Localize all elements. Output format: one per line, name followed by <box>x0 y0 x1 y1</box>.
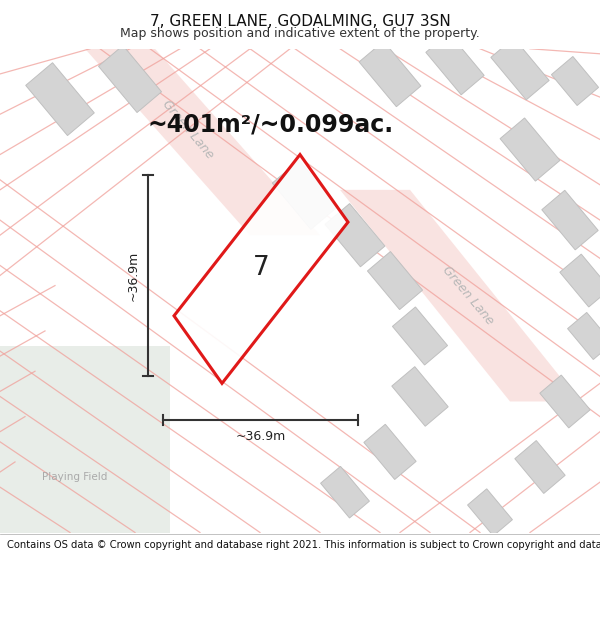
Polygon shape <box>98 46 161 112</box>
Text: ~36.9m: ~36.9m <box>235 430 286 442</box>
Text: 7, GREEN LANE, GODALMING, GU7 3SN: 7, GREEN LANE, GODALMING, GU7 3SN <box>149 14 451 29</box>
Polygon shape <box>426 33 484 95</box>
Polygon shape <box>340 190 580 401</box>
Polygon shape <box>392 307 448 365</box>
Polygon shape <box>26 62 94 136</box>
Polygon shape <box>320 466 370 518</box>
Text: ~36.9m: ~36.9m <box>127 251 140 301</box>
Polygon shape <box>272 161 338 229</box>
Polygon shape <box>491 38 549 100</box>
Text: Green Lane: Green Lane <box>160 98 216 161</box>
Polygon shape <box>568 312 600 359</box>
Polygon shape <box>359 41 421 107</box>
Text: ~401m²/~0.099ac.: ~401m²/~0.099ac. <box>148 112 394 136</box>
Polygon shape <box>325 204 385 267</box>
Polygon shape <box>551 56 599 106</box>
Polygon shape <box>542 190 598 250</box>
Text: Map shows position and indicative extent of the property.: Map shows position and indicative extent… <box>120 27 480 40</box>
Text: 7: 7 <box>253 256 269 281</box>
Polygon shape <box>364 424 416 479</box>
Polygon shape <box>0 346 170 532</box>
Text: Playing Field: Playing Field <box>43 472 107 482</box>
Polygon shape <box>560 254 600 307</box>
Polygon shape <box>467 489 512 536</box>
Polygon shape <box>500 118 560 181</box>
Polygon shape <box>174 154 348 383</box>
Polygon shape <box>392 367 448 426</box>
Text: Green Lane: Green Lane <box>440 264 496 328</box>
Polygon shape <box>540 375 590 428</box>
Text: Contains OS data © Crown copyright and database right 2021. This information is : Contains OS data © Crown copyright and d… <box>7 540 600 550</box>
Polygon shape <box>85 49 320 235</box>
Polygon shape <box>515 441 565 493</box>
Polygon shape <box>367 251 422 309</box>
